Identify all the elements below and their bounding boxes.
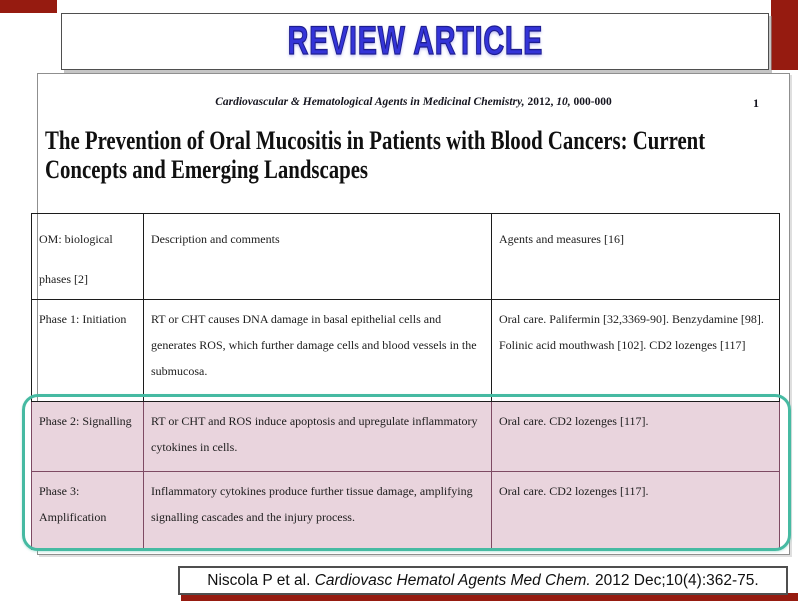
table-row: Phase 1: Initiation RT or CHT causes DNA … — [31, 299, 780, 402]
article-title: The Prevention of Oral Mucositis in Pati… — [45, 126, 789, 184]
journal-running-head: Cardiovascular & Hematological Agents in… — [38, 96, 789, 108]
column-header: Description and comments — [143, 213, 492, 300]
article-title-line-1: The Prevention of Oral Mucositis in Pati… — [45, 126, 706, 155]
table-header-row: OM: biological phases [2] Description and… — [31, 213, 780, 300]
table-row: Phase 3: Amplification Inflammatory cytok… — [31, 471, 780, 550]
journal-pages: 000-000 — [573, 96, 612, 108]
citation-authors: Niscola P et al. — [207, 572, 315, 589]
citation-journal: Cardiovasc Hematol Agents Med Chem. — [314, 572, 591, 589]
phase-cell: Phase 2: Signalling — [31, 401, 144, 472]
phase-cell: Phase 1: Initiation — [31, 299, 144, 402]
citation-bar: Niscola P et al. Cardiovasc Hematol Agen… — [178, 566, 788, 595]
article-title-line-2: Concepts and Emerging Landscapes — [45, 155, 369, 184]
slide-accent-top-left — [0, 0, 57, 13]
journal-year: 2012, — [527, 96, 557, 108]
slide-accent-bottom-strip — [181, 593, 798, 601]
review-article-label: REVIEW ARTICLE — [287, 18, 543, 63]
description-cell: RT or CHT causes DNA damage in basal epi… — [143, 299, 492, 402]
column-header: OM: biological phases [2] — [31, 213, 144, 300]
slide-accent-top-right — [771, 0, 798, 70]
column-header: Agents and measures [16] — [491, 213, 780, 300]
description-cell: Inflammatory cytokines produce further t… — [143, 471, 492, 550]
journal-name: Cardiovascular & Hematological Agents in… — [215, 96, 528, 108]
journal-volume: 10, — [556, 96, 574, 108]
agents-cell: Oral care. Palifermin [32,3369-90]. Benz… — [491, 299, 780, 402]
description-cell: RT or CHT and ROS induce apoptosis and u… — [143, 401, 492, 472]
phase-cell: Phase 3: Amplification — [31, 471, 144, 550]
om-phases-table-wrap: OM: biological phases [2] Description and… — [31, 213, 780, 550]
page-number: 1 — [753, 96, 759, 110]
om-phases-table: OM: biological phases [2] Description and… — [31, 213, 780, 550]
review-article-banner: REVIEW ARTICLE — [61, 13, 769, 70]
citation-details: 2012 Dec;10(4):362-75. — [590, 572, 759, 589]
table-row: Phase 2: Signalling RT or CHT and ROS ind… — [31, 401, 780, 472]
agents-cell: Oral care. CD2 lozenges [117]. — [491, 471, 780, 550]
agents-cell: Oral care. CD2 lozenges [117]. — [491, 401, 780, 472]
